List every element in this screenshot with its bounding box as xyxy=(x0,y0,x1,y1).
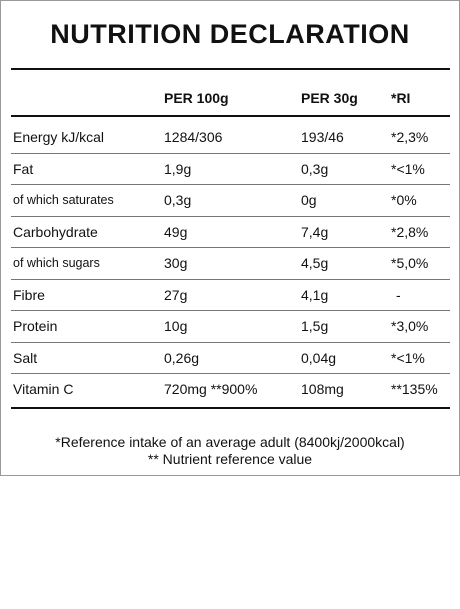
divider xyxy=(11,115,450,117)
divider xyxy=(11,407,450,409)
label-box: NUTRITION DECLARATION PER 100g PER 30g *RI… xyxy=(0,0,460,476)
divider xyxy=(11,279,450,280)
cell-value: 30g xyxy=(164,255,188,271)
column-header: PER 30g xyxy=(301,90,358,106)
cell-value: **135% xyxy=(391,381,438,397)
row-label: Fibre xyxy=(13,286,45,303)
row-label: Protein xyxy=(13,318,58,334)
row-label: Fat xyxy=(13,160,34,177)
row-label: of which sugars xyxy=(13,256,100,270)
cell-value: 10g xyxy=(164,318,188,334)
cell-value: 108mg xyxy=(301,381,344,397)
cell-value: *<1% xyxy=(391,160,425,177)
footnote: *Reference intake of an average adult (8… xyxy=(55,434,405,450)
cell-value: 1284/306 xyxy=(164,129,223,145)
cell-value: *3,0% xyxy=(391,318,429,334)
cell-value: 1,5g xyxy=(301,318,329,334)
cell-value: - xyxy=(396,286,401,303)
cell-value: 193/46 xyxy=(301,129,344,145)
cell-value: 0,04g xyxy=(301,349,337,366)
column-header: PER 100g xyxy=(164,90,229,106)
cell-value: 49g xyxy=(164,223,188,240)
row-label: of which saturates xyxy=(13,193,114,207)
cell-value: *0% xyxy=(391,192,417,208)
column-header: *RI xyxy=(391,90,411,106)
cell-value: *5,0% xyxy=(391,255,429,271)
divider xyxy=(11,310,450,311)
divider xyxy=(11,342,450,343)
cell-value: 0,26g xyxy=(164,349,200,366)
divider xyxy=(11,247,450,248)
divider xyxy=(11,68,450,70)
cell-value: *2,8% xyxy=(391,223,429,240)
cell-value: 7,4g xyxy=(301,223,329,240)
cell-value: *<1% xyxy=(391,349,425,366)
cell-value: 720mg **900% xyxy=(164,381,258,397)
cell-value: 0,3g xyxy=(301,160,329,177)
footnote: ** Nutrient reference value xyxy=(147,451,313,467)
divider xyxy=(11,216,450,217)
cell-value: *2,3% xyxy=(391,129,429,145)
row-label: Carbohydrate xyxy=(13,223,98,240)
divider xyxy=(11,153,450,154)
cell-value: 1,9g xyxy=(164,160,192,177)
title: NUTRITION DECLARATION xyxy=(50,19,410,49)
cell-value: 0g xyxy=(301,192,317,208)
cell-value: 4,1g xyxy=(301,286,329,303)
row-label: Vitamin C xyxy=(13,381,74,397)
row-label: Salt xyxy=(13,349,38,366)
divider xyxy=(11,373,450,374)
cell-value: 27g xyxy=(164,286,188,303)
divider xyxy=(11,184,450,185)
cell-value: 4,5g xyxy=(301,255,329,271)
cell-value: 0,3g xyxy=(164,192,192,208)
row-label: Energy kJ/kcal xyxy=(13,129,105,145)
